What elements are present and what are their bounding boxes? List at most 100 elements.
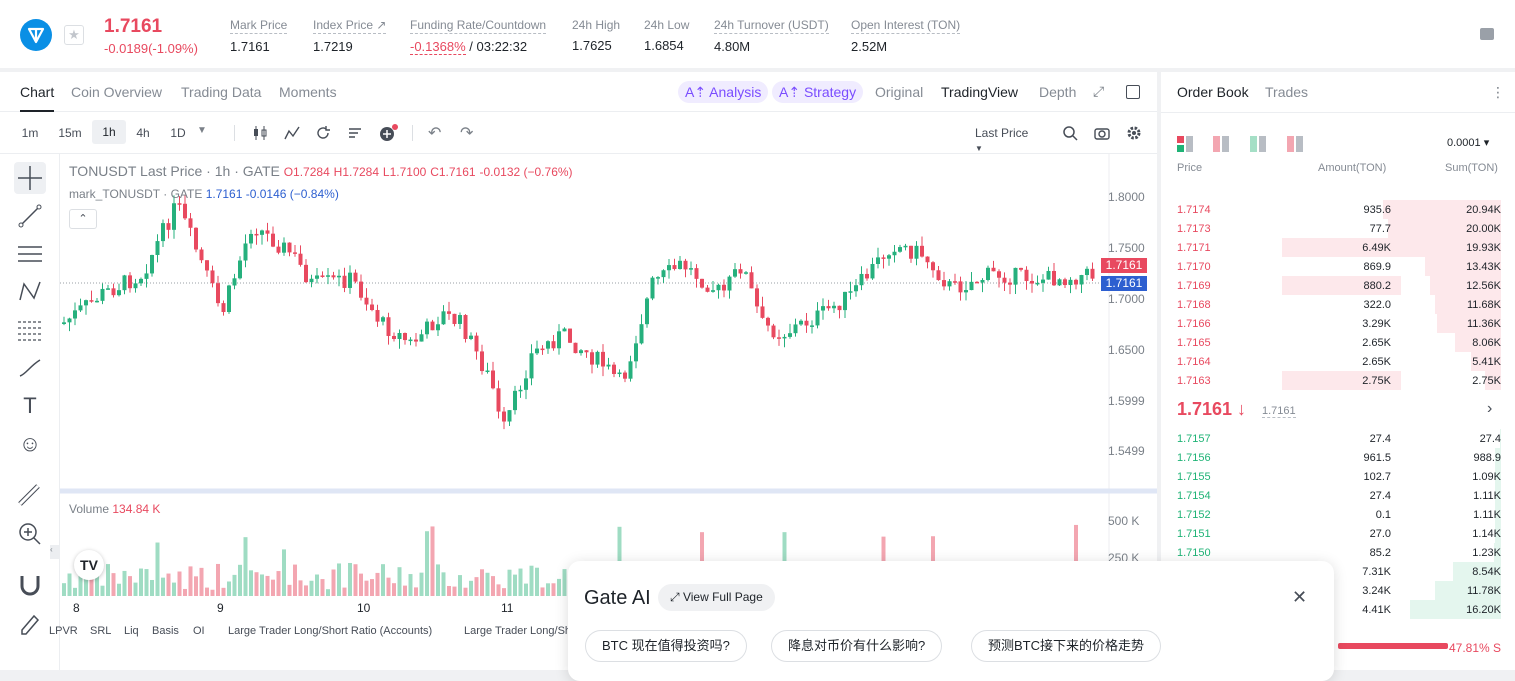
ai-strategy-button[interactable]: A⇡ Strategy bbox=[772, 81, 864, 103]
indicator-ls-positions[interactable]: Large Trader Long/Sh bbox=[464, 625, 572, 637]
bid-row[interactable]: 1.7152 0.1 1.11K bbox=[1161, 505, 1515, 524]
camera-icon[interactable] bbox=[1094, 125, 1110, 141]
bid-row[interactable]: 1.7150 85.2 1.23K bbox=[1161, 543, 1515, 562]
candlestick-chart[interactable] bbox=[60, 154, 1157, 598]
interval-1d[interactable]: 1D bbox=[170, 126, 186, 140]
trend-line-icon[interactable] bbox=[14, 200, 46, 232]
chevron-down-icon[interactable]: ▼ bbox=[197, 125, 207, 136]
favorite-star-icon[interactable]: ★ bbox=[64, 25, 84, 45]
emoji-icon[interactable]: ☺ bbox=[18, 431, 42, 456]
indicator-liq[interactable]: Liq bbox=[124, 625, 139, 637]
brush-icon[interactable] bbox=[14, 352, 46, 384]
close-icon[interactable]: ✕ bbox=[1292, 587, 1308, 607]
interval-1h[interactable]: 1h bbox=[92, 120, 126, 144]
stat-label[interactable]: Mark Price bbox=[230, 18, 288, 34]
text-icon[interactable]: T bbox=[23, 393, 37, 418]
tab-moments[interactable]: Moments bbox=[279, 84, 337, 100]
precision-select[interactable]: 0.0001 ▾ bbox=[1447, 137, 1490, 149]
ticker-header: ★ 1.7161 -0.0189(-1.09%) Mark Price 1.716… bbox=[0, 0, 1515, 68]
magnet-icon[interactable] bbox=[14, 568, 46, 600]
ai-suggestion-chip[interactable]: 降息对币价有什么影响? bbox=[771, 630, 943, 662]
crosshair-icon[interactable] bbox=[14, 162, 46, 194]
indicator-srl[interactable]: SRL bbox=[90, 625, 112, 637]
interval-4h[interactable]: 4h bbox=[136, 126, 150, 140]
pencil-lock-icon[interactable] bbox=[14, 606, 46, 638]
tab-trading-data[interactable]: Trading Data bbox=[181, 84, 262, 100]
undo-icon[interactable]: ↶ bbox=[428, 125, 442, 142]
ask-row[interactable]: 1.7166 3.29K 11.36K bbox=[1161, 314, 1515, 333]
more-icon[interactable]: ⋮ bbox=[1491, 84, 1505, 100]
stat-label[interactable]: Index Price ↗ bbox=[313, 18, 387, 34]
ai-suggestion-chip[interactable]: BTC 现在值得投资吗? bbox=[585, 630, 747, 662]
last-price-select[interactable]: Last Price ▼ bbox=[975, 126, 1029, 153]
indicator-oi[interactable]: OI bbox=[193, 625, 205, 637]
ask-row[interactable]: 1.7168 322.0 11.68K bbox=[1161, 295, 1515, 314]
ai-suggestion-chip[interactable]: 预测BTC接下来的价格走势 bbox=[971, 630, 1162, 662]
pattern-icon[interactable] bbox=[14, 276, 46, 308]
view-tradingview[interactable]: TradingView bbox=[941, 84, 1019, 100]
scroll-left-icon[interactable]: ‹ bbox=[50, 545, 60, 559]
horizontal-lines-icon[interactable] bbox=[14, 238, 46, 270]
ask-row[interactable]: 1.7163 2.75K 2.75K bbox=[1161, 371, 1515, 390]
ask-row[interactable]: 1.7165 2.65K 8.06K bbox=[1161, 333, 1515, 352]
row-price: 1.7152 bbox=[1177, 509, 1211, 521]
view-full-page-button[interactable]: ⤢ View Full Page bbox=[658, 584, 775, 611]
ruler-icon[interactable] bbox=[14, 480, 46, 512]
bid-row[interactable]: 3.24K 11.78K bbox=[1161, 581, 1515, 600]
tab-trades[interactable]: Trades bbox=[1265, 84, 1309, 100]
fib-icon[interactable] bbox=[14, 314, 46, 346]
gear-icon[interactable] bbox=[1126, 125, 1142, 141]
candle bbox=[991, 267, 996, 272]
template-icon[interactable] bbox=[347, 125, 363, 141]
book-icon[interactable] bbox=[1480, 28, 1494, 40]
tab-chart[interactable]: Chart bbox=[20, 84, 55, 112]
stat-label[interactable]: 24h Turnover (USDT) bbox=[714, 18, 829, 34]
bid-row[interactable]: 1.7157 27.4 27.4 bbox=[1161, 429, 1515, 448]
ask-row[interactable]: 1.7171 6.49K 19.93K bbox=[1161, 238, 1515, 257]
view-depth[interactable]: Depth bbox=[1039, 84, 1077, 100]
stat-label[interactable]: Open Interest (TON) bbox=[851, 18, 961, 34]
bid-row[interactable]: 1.7154 27.4 1.11K bbox=[1161, 486, 1515, 505]
interval-15m[interactable]: 15m bbox=[58, 126, 82, 140]
bid-row[interactable]: 4.41K 16.20K bbox=[1161, 600, 1515, 619]
row-amount: 6.49K bbox=[1362, 242, 1391, 254]
tab-coin-overview[interactable]: Coin Overview bbox=[71, 84, 163, 100]
volume-bar bbox=[353, 564, 358, 596]
bid-row[interactable]: 1.7156 961.5 988.9 bbox=[1161, 448, 1515, 467]
ask-row[interactable]: 1.7170 869.9 13.43K bbox=[1161, 257, 1515, 276]
candle bbox=[936, 270, 941, 281]
ask-row[interactable]: 1.7173 77.7 20.00K bbox=[1161, 219, 1515, 238]
candle bbox=[617, 372, 622, 375]
ask-row[interactable]: 1.7174 935.6 20.94K bbox=[1161, 200, 1515, 219]
chevron-right-icon[interactable]: › bbox=[1487, 400, 1493, 417]
candle-type-icon[interactable] bbox=[252, 125, 268, 141]
stat-label[interactable]: Funding Rate/Countdown bbox=[410, 18, 547, 34]
book-layout-icons[interactable] bbox=[1177, 136, 1307, 152]
redo-icon[interactable]: ↷ bbox=[460, 125, 474, 142]
bid-row[interactable]: 1.7155 102.7 1.09K bbox=[1161, 467, 1515, 486]
indicator-basis[interactable]: Basis bbox=[152, 625, 179, 637]
tab-order-book[interactable]: Order Book bbox=[1177, 84, 1249, 100]
zoom-in-icon[interactable] bbox=[14, 518, 46, 550]
indicator-lpvr[interactable]: LPVR bbox=[49, 625, 78, 637]
funding-rate-value[interactable]: -0.1368% bbox=[410, 39, 466, 55]
candle bbox=[117, 290, 121, 296]
expand-icon[interactable]: ⤢ bbox=[1093, 83, 1105, 99]
search-icon[interactable] bbox=[1062, 125, 1078, 141]
add-indicator-icon[interactable] bbox=[379, 124, 399, 142]
ask-row[interactable]: 1.7169 880.2 12.56K bbox=[1161, 276, 1515, 295]
interval-1m[interactable]: 1m bbox=[21, 126, 39, 140]
indicator-ls-accounts[interactable]: Large Trader Long/Short Ratio (Accounts) bbox=[228, 625, 433, 637]
view-original[interactable]: Original bbox=[875, 84, 924, 100]
stat-value: 1.7219 bbox=[313, 39, 353, 54]
ask-row[interactable]: 1.7164 2.65K 5.41K bbox=[1161, 352, 1515, 371]
bid-row[interactable]: 1.7151 27.0 1.14K bbox=[1161, 524, 1515, 543]
candle bbox=[777, 337, 781, 339]
replay-icon[interactable] bbox=[315, 125, 331, 141]
candle bbox=[194, 227, 198, 250]
ai-analysis-button[interactable]: A⇡ Analysis bbox=[678, 81, 769, 103]
bid-row[interactable]: 7.31K 8.54K bbox=[1161, 562, 1515, 581]
indicators-icon[interactable] bbox=[284, 125, 300, 141]
collapse-legend-icon[interactable]: ⌃ bbox=[69, 209, 97, 229]
window-icon[interactable] bbox=[1126, 85, 1140, 99]
